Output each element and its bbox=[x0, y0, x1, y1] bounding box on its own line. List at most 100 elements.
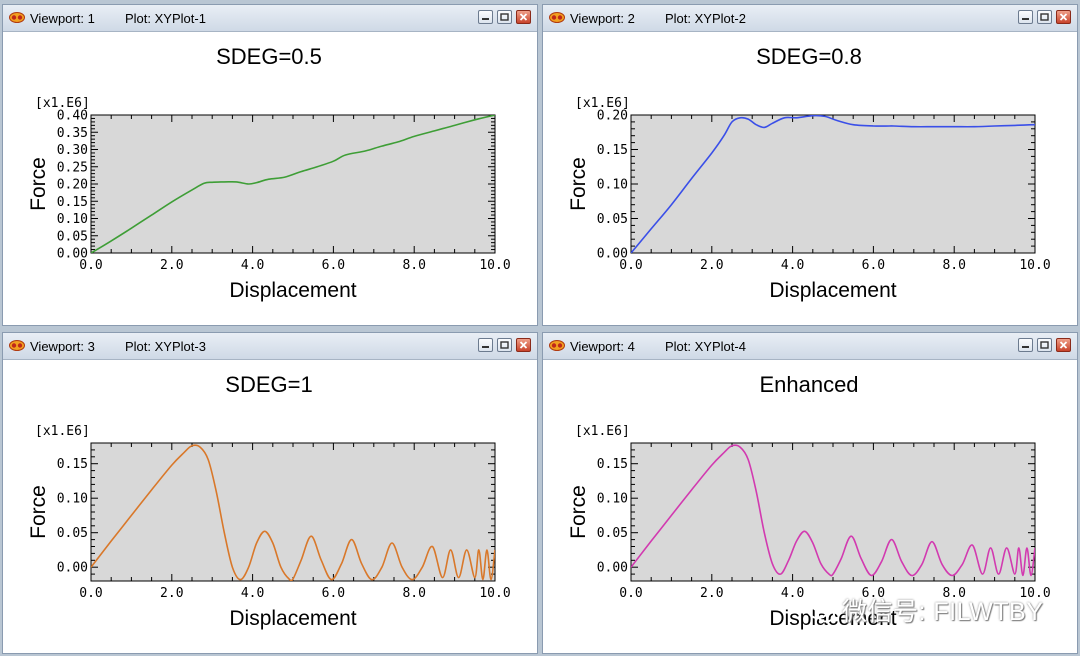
minimize-icon bbox=[482, 346, 489, 348]
x-tick-label: 4.0 bbox=[241, 586, 264, 601]
x-tick-label: 2.0 bbox=[160, 586, 183, 601]
viewport-icon bbox=[549, 12, 565, 23]
plot-name: Plot: XYPlot-2 bbox=[665, 11, 746, 26]
y-axis-label: Force bbox=[567, 485, 590, 539]
minimize-button[interactable] bbox=[1018, 338, 1033, 352]
x-tick-label: 0.0 bbox=[79, 258, 102, 273]
y-tick-label: 0.10 bbox=[57, 212, 88, 227]
chart-1: SDEG=0.5 [x1.E6] 0.0 2.0 4.0 6.0 8.0 10.0 0.00 0.… bbox=[27, 44, 511, 302]
x-tick-label: 10.0 bbox=[479, 258, 510, 273]
y-tick-label: 0.00 bbox=[57, 561, 88, 576]
x-tick-label: 0.0 bbox=[79, 586, 102, 601]
x-axis-label: Displacement bbox=[229, 279, 356, 302]
maximize-icon bbox=[1040, 341, 1049, 349]
plot-name: Plot: XYPlot-1 bbox=[125, 11, 206, 26]
y-tick-label: 0.05 bbox=[57, 229, 88, 244]
plot-name: Plot: XYPlot-3 bbox=[125, 339, 206, 354]
minimize-button[interactable] bbox=[1018, 10, 1033, 24]
minimize-icon bbox=[482, 18, 489, 20]
y-tick-label: 0.15 bbox=[57, 195, 88, 210]
chart-2: SDEG=0.8 [x1.E6] 0.0 2.0 4.0 6.0 8.0 10.0 0.00 0.… bbox=[567, 44, 1051, 302]
maximize-button[interactable] bbox=[1037, 10, 1052, 24]
plot-area bbox=[90, 114, 496, 254]
maximize-button[interactable] bbox=[497, 338, 512, 352]
x-tick-label: 2.0 bbox=[700, 258, 723, 273]
y-tick-label: 0.05 bbox=[597, 526, 628, 541]
plot-area bbox=[630, 114, 1036, 254]
viewport-label: Viewport: 4 bbox=[570, 339, 635, 354]
viewport-2-titlebar[interactable]: Viewport: 2 Plot: XYPlot-2 bbox=[543, 5, 1077, 32]
y-tick-label: 0.40 bbox=[57, 109, 88, 124]
x-tick-label: 6.0 bbox=[322, 258, 345, 273]
minimize-icon bbox=[1022, 18, 1029, 20]
viewport-label: Viewport: 2 bbox=[570, 11, 635, 26]
close-button[interactable] bbox=[516, 338, 531, 352]
x-tick-label: 0.0 bbox=[619, 586, 642, 601]
series-line bbox=[91, 115, 495, 253]
series-line bbox=[91, 444, 495, 581]
x-tick-label: 4.0 bbox=[241, 258, 264, 273]
viewport-1-titlebar[interactable]: Viewport: 1 Plot: XYPlot-1 bbox=[3, 5, 537, 32]
y-scale-label: [x1.E6] bbox=[575, 96, 630, 111]
chart-title: SDEG=1 bbox=[225, 372, 312, 397]
y-tick-label: 0.15 bbox=[597, 143, 628, 158]
chart-title: Enhanced bbox=[759, 372, 858, 397]
maximize-icon bbox=[500, 13, 509, 21]
maximize-button[interactable] bbox=[497, 10, 512, 24]
y-tick-label: 0.05 bbox=[597, 212, 628, 227]
viewport-2[interactable]: Viewport: 2 Plot: XYPlot-2 SDEG=0.8 [x1.E… bbox=[542, 4, 1078, 326]
x-tick-label: 8.0 bbox=[402, 586, 425, 601]
y-tick-label: 0.00 bbox=[57, 247, 88, 262]
y-tick-label: 0.15 bbox=[57, 457, 88, 472]
minimize-button[interactable] bbox=[478, 338, 493, 352]
y-tick-label: 0.10 bbox=[597, 492, 628, 507]
viewport-icon bbox=[9, 12, 25, 23]
watermark-text: 微信号: FILWTBY bbox=[842, 598, 1044, 626]
x-tick-label: 8.0 bbox=[942, 258, 965, 273]
y-tick-label: 0.25 bbox=[57, 160, 88, 175]
y-scale-label: [x1.E6] bbox=[35, 96, 90, 111]
y-axis-label: Force bbox=[567, 157, 590, 211]
y-tick-label: 0.20 bbox=[57, 178, 88, 193]
close-button[interactable] bbox=[1056, 10, 1071, 24]
series-line bbox=[631, 444, 1035, 577]
y-axis-label: Force bbox=[27, 157, 50, 211]
x-tick-label: 6.0 bbox=[862, 586, 885, 601]
maximize-button[interactable] bbox=[1037, 338, 1052, 352]
maximize-icon bbox=[1040, 13, 1049, 21]
y-tick-label: 0.05 bbox=[57, 526, 88, 541]
y-tick-label: 0.10 bbox=[57, 492, 88, 507]
x-tick-label: 10.0 bbox=[1019, 586, 1050, 601]
viewport-4[interactable]: Viewport: 4 Plot: XYPlot-4 Enhanced [x1.E… bbox=[542, 332, 1078, 654]
y-tick-label: 0.00 bbox=[597, 247, 628, 262]
viewport-3[interactable]: Viewport: 3 Plot: XYPlot-3 SDEG=1 [x1.E6]… bbox=[2, 332, 538, 654]
x-tick-label: 8.0 bbox=[402, 258, 425, 273]
y-axis-label: Force bbox=[27, 485, 50, 539]
minimize-icon bbox=[1022, 346, 1029, 348]
x-axis-label: Displacement bbox=[769, 279, 896, 302]
close-button[interactable] bbox=[1056, 338, 1071, 352]
y-tick-label: 0.15 bbox=[597, 457, 628, 472]
series-line bbox=[631, 115, 1035, 253]
minimize-button[interactable] bbox=[478, 10, 493, 24]
watermark: 微信号: FILWTBY bbox=[806, 592, 1043, 628]
close-icon bbox=[1059, 13, 1068, 21]
x-tick-label: 4.0 bbox=[781, 586, 804, 601]
viewport-1[interactable]: Viewport: 1 Plot: XYPlot-1 SDEG=0.5 [x1.E… bbox=[2, 4, 538, 326]
viewport-3-titlebar[interactable]: Viewport: 3 Plot: XYPlot-3 bbox=[3, 333, 537, 360]
y-tick-label: 0.30 bbox=[57, 143, 88, 158]
y-scale-label: [x1.E6] bbox=[575, 424, 630, 439]
chart-title: SDEG=0.8 bbox=[756, 44, 862, 69]
close-button[interactable] bbox=[516, 10, 531, 24]
x-tick-label: 6.0 bbox=[322, 586, 345, 601]
maximize-icon bbox=[500, 341, 509, 349]
chart-3: SDEG=1 [x1.E6] 0.0 2.0 4.0 6.0 8.0 10.0 0.00 0.05… bbox=[27, 372, 511, 630]
x-axis-label: Displacement bbox=[229, 607, 356, 630]
viewport-icon bbox=[9, 340, 25, 351]
y-tick-label: 0.10 bbox=[597, 178, 628, 193]
viewport-4-titlebar[interactable]: Viewport: 4 Plot: XYPlot-4 bbox=[543, 333, 1077, 360]
x-tick-label: 10.0 bbox=[479, 586, 510, 601]
plot-area bbox=[90, 442, 496, 582]
plot-name: Plot: XYPlot-4 bbox=[665, 339, 746, 354]
x-tick-label: 8.0 bbox=[942, 586, 965, 601]
